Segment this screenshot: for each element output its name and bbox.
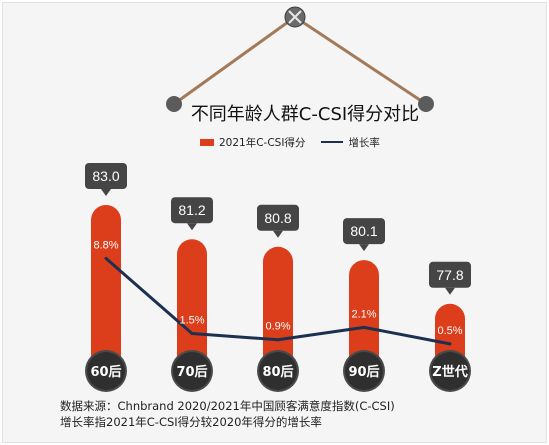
category-badge	[173, 352, 211, 390]
bar-value-callout	[343, 218, 385, 245]
chart-title: 不同年龄人群C-CSI得分对比	[190, 104, 420, 125]
bar-value-callout	[429, 261, 471, 288]
source-text: 数据来源：Chnbrand 2020/2021年中国顾客满意度指数(C-CSI)	[60, 399, 395, 413]
bar-value-label: 83.0	[92, 168, 119, 184]
category-label: 60后	[90, 364, 121, 380]
bar-value-label: 81.2	[178, 202, 205, 218]
bar-value-callout	[85, 163, 127, 189]
growth-line-group: 8.8% 1.5% 0.9% 2.1% 0.5%	[93, 239, 463, 346]
growth-note-text: 增长率指2021年C-CSI得分较2020年得分的增长率	[60, 415, 322, 429]
bar-value-callout	[257, 204, 299, 231]
category-badge	[345, 352, 383, 390]
growth-point	[276, 338, 280, 342]
growth-point	[190, 332, 194, 336]
pin-right	[418, 96, 434, 112]
callout-pointer	[187, 223, 197, 231]
pin-left	[166, 96, 182, 112]
growth-point	[104, 256, 108, 260]
bar	[349, 260, 379, 370]
category-badge	[259, 352, 297, 390]
growth-label: 0.5%	[437, 325, 462, 337]
bar-value-callout	[171, 197, 213, 224]
bar-value-label: 77.8	[436, 267, 463, 283]
bar-value-label: 80.8	[264, 210, 291, 226]
category-label: Z世代	[432, 364, 467, 380]
legend-line-swatch	[321, 141, 344, 143]
callout-pointer	[445, 287, 455, 295]
hanger-string-right	[294, 15, 427, 106]
legend-line-label: 增长率	[348, 136, 380, 149]
legend-bar-swatch	[200, 138, 214, 146]
category-badge	[431, 352, 469, 390]
bar	[91, 205, 121, 370]
bar-value-label: 80.1	[350, 223, 377, 239]
callout-pointer	[359, 244, 369, 252]
source-note: 数据来源：Chnbrand 2020/2021年中国顾客满意度指数(C-CSI)…	[60, 398, 395, 430]
category-label: 90后	[348, 364, 379, 380]
growth-label: 1.5%	[179, 315, 204, 327]
legend-bar-label: 2021年C-CSI得分	[219, 136, 306, 149]
hanger-string-left	[173, 15, 296, 106]
category-label: 80后	[262, 364, 293, 380]
callout-pointer	[101, 189, 111, 196]
hanger-decoration	[166, 6, 434, 112]
screw-slot	[288, 10, 302, 24]
growth-label: 2.1%	[351, 308, 376, 320]
callout-pointer	[273, 230, 283, 238]
growth-label: 8.8%	[93, 239, 118, 251]
growth-label: 0.9%	[265, 321, 290, 333]
category-label: 70后	[176, 364, 207, 380]
growth-point	[448, 342, 452, 346]
bars-group: 83.0 60后 81.2 70后 80.8 80后 80.1 90后 77.8 Z世代	[85, 163, 471, 392]
growth-point	[362, 325, 366, 329]
legend: 2021年C-CSI得分 增长率	[200, 134, 380, 150]
category-badge	[87, 352, 125, 390]
bar	[177, 239, 207, 370]
